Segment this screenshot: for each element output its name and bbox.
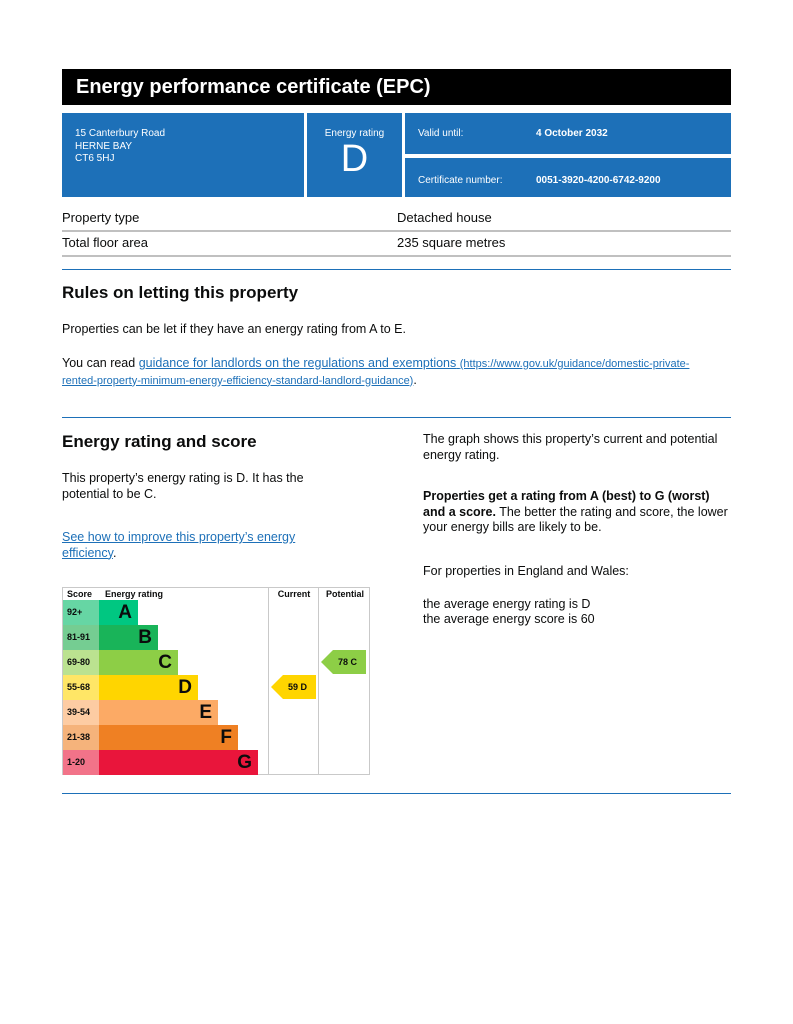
score-text: This property’s energy rating is D. It h… — [62, 471, 304, 501]
energy-rating-chart: Score Energy rating Current Potential 92… — [62, 587, 370, 775]
score-range-E: 39-54 — [63, 700, 99, 725]
score-range-D: 55-68 — [63, 675, 99, 700]
rules-guidance: You can read guidance for landlords on t… — [62, 356, 722, 389]
score-range-G: 1-20 — [63, 750, 99, 775]
rules-heading: Rules on letting this property — [62, 283, 299, 302]
graph-text: The graph shows this property’s current … — [423, 432, 718, 462]
address-line: CT6 5HJ — [75, 153, 115, 164]
band-bar-G: G — [99, 750, 258, 775]
band-bar-A: A — [99, 600, 138, 625]
floor-area-row: Total floor area 235 square metres — [62, 231, 731, 257]
row-value: Detached house — [397, 210, 492, 225]
cert-label: Certificate number: — [418, 175, 503, 186]
valid-label: Valid until: — [418, 128, 464, 139]
average-score: the average energy score is 60 — [423, 612, 595, 626]
energy-rating-value: D — [340, 138, 369, 180]
header-current: Current — [268, 588, 319, 775]
address-line: 15 Canterbury Road — [75, 128, 166, 139]
row-key: Total floor area — [62, 235, 148, 250]
row-value: 235 square metres — [397, 235, 506, 250]
band-bar-C: C — [99, 650, 178, 675]
rules-text: Properties can be let if they have an en… — [62, 322, 406, 336]
divider — [62, 417, 731, 418]
link-url: (https://www.gov.uk/guidance/domestic-pr… — [62, 358, 690, 387]
valid-until: Valid until: 4 October 2032 — [405, 113, 731, 154]
energy-rating-box: Energy rating D — [307, 113, 402, 197]
address-box: 15 Canterbury Road HERNE BAY CT6 5HJ — [62, 113, 304, 197]
region-text: For properties in England and Wales: — [423, 564, 629, 578]
guidance-link[interactable]: guidance for landlords on the regulation… — [62, 356, 689, 387]
valid-value: 4 October 2032 — [536, 128, 608, 139]
address-line: HERNE BAY — [75, 140, 133, 152]
ratings-text: Properties get a rating from A (best) to… — [423, 489, 733, 536]
score-range-B: 81-91 — [63, 625, 99, 650]
energy-rating-label: Energy rating — [324, 128, 385, 139]
certificate-number: Certificate number: 0051-3920-4200-6742-9… — [405, 158, 731, 197]
row-key: Property type — [62, 210, 140, 225]
score-range-F: 21-38 — [63, 725, 99, 750]
band-bar-D: D — [99, 675, 198, 700]
text: . — [112, 545, 117, 560]
link-text: guidance for landlords on the regulation… — [138, 356, 457, 370]
band-bar-F: F — [99, 725, 238, 750]
text: You can read — [62, 356, 139, 370]
header-rating: Energy rating — [105, 589, 164, 599]
text: . — [413, 372, 417, 387]
header-potential: Potential — [318, 588, 371, 775]
divider — [62, 793, 731, 794]
band-bar-B: B — [99, 625, 158, 650]
page-title: Energy performance certificate (EPC) — [62, 69, 731, 105]
band-bar-E: E — [99, 700, 218, 725]
improve-paragraph: See how to improve this property’s energ… — [62, 530, 332, 561]
property-type-row: Property type Detached house — [62, 206, 731, 232]
divider — [62, 269, 731, 270]
text: The better the rating and score, the low… — [423, 504, 728, 535]
score-range-C: 69-80 — [63, 650, 99, 675]
cert-value: 0051-3920-4200-6742-9200 — [536, 175, 661, 186]
header-score: Score — [67, 589, 93, 599]
average-rating: the average energy rating is D — [423, 597, 591, 611]
score-heading: Energy rating and score — [62, 432, 257, 451]
improve-link[interactable]: See how to improve this property’s energ… — [62, 530, 296, 560]
score-range-A: 92+ — [63, 600, 99, 625]
bold-text: Properties get a rating from A (best) to… — [423, 489, 710, 519]
